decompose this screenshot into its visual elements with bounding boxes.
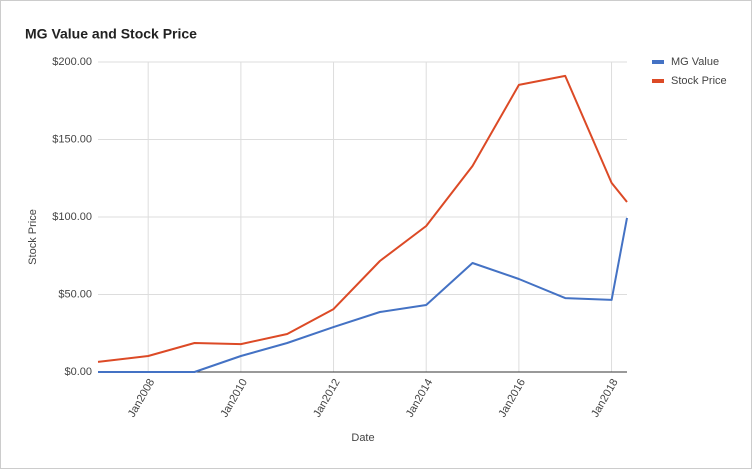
y-tick-label: $0.00 <box>64 366 92 378</box>
y-tick-label: $150.00 <box>52 133 92 145</box>
legend-label: Stock Price <box>671 75 727 87</box>
series-line <box>97 74 628 363</box>
y-tick-label: $100.00 <box>52 211 92 223</box>
y-axis-label: Stock Price <box>27 209 39 265</box>
legend-swatch <box>652 60 664 64</box>
series-line <box>98 217 628 373</box>
y-tick-label: $50.00 <box>58 288 92 300</box>
y-tick-label: $200.00 <box>52 56 92 68</box>
legend-swatch <box>652 79 664 83</box>
chart-title: MG Value and Stock Price <box>25 26 197 42</box>
legend-label: MG Value <box>671 56 719 68</box>
x-axis-label: Date <box>351 432 374 444</box>
